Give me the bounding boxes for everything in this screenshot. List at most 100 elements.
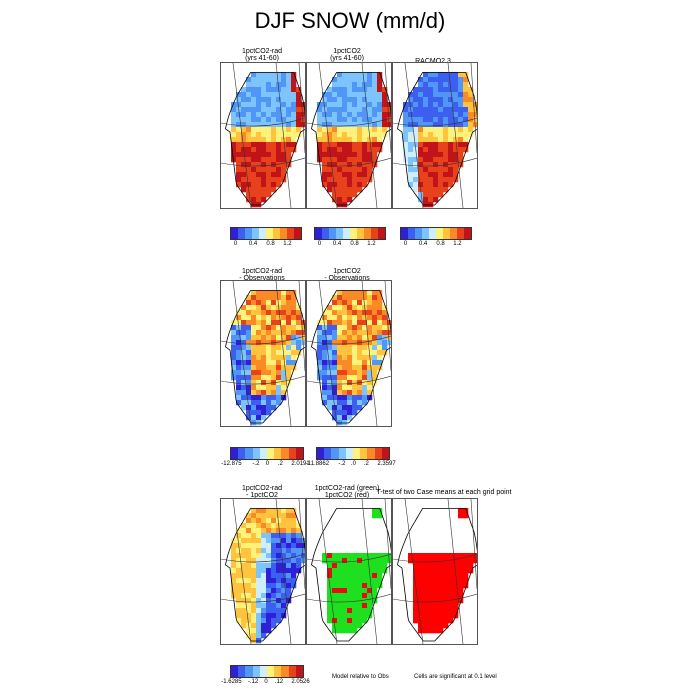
- grid-cell: [246, 365, 252, 371]
- grid-cell: [241, 122, 247, 128]
- grid-cell: [246, 355, 252, 361]
- grid-cell: [271, 305, 277, 311]
- grid-cell: [256, 295, 262, 301]
- grid-cell: [342, 127, 348, 133]
- grid-cell: [413, 553, 419, 559]
- grid-cell: [433, 127, 439, 133]
- grid-cell: [453, 117, 459, 123]
- grid-cell: [418, 598, 424, 604]
- grid-cell: [367, 300, 373, 306]
- grid-cell: [357, 350, 363, 356]
- grid-cell: [428, 132, 434, 138]
- grid-cell: [286, 345, 292, 351]
- grid-cell: [362, 320, 368, 326]
- grid-cell: [281, 295, 287, 301]
- grid-cell: [291, 548, 297, 554]
- grid-cell: [423, 187, 429, 193]
- grid-cell: [327, 315, 333, 321]
- grid-cell: [276, 390, 282, 396]
- grid-cell: [286, 107, 292, 113]
- grid-cell: [382, 558, 388, 564]
- grid-cell: [256, 558, 262, 564]
- grid-cell: [271, 177, 277, 183]
- grid-cell: [342, 107, 348, 113]
- grid-cell: [271, 578, 277, 584]
- grid-cell: [352, 97, 358, 103]
- grid-cell: [403, 127, 409, 133]
- grid-cell: [377, 142, 383, 148]
- grid-cell: [352, 365, 358, 371]
- grid-cell: [367, 345, 373, 351]
- grid-cell: [418, 127, 424, 133]
- graticule-line: [470, 63, 477, 154]
- grid-cell: [438, 553, 444, 559]
- grid-cell: [276, 573, 282, 579]
- grid-cell: [251, 162, 257, 168]
- grid-cell: [418, 563, 424, 569]
- grid-cell: [261, 360, 267, 366]
- grid-cell: [296, 528, 302, 534]
- grid-cell: [261, 603, 267, 609]
- colorbar-swatch: [274, 448, 282, 459]
- grid-cell: [251, 167, 257, 173]
- grid-cell: [453, 167, 459, 173]
- grid-cell: [337, 117, 343, 123]
- grid-cell: [251, 623, 257, 629]
- grid-cell: [251, 400, 257, 406]
- grid-cell: [317, 350, 323, 356]
- grid-cell: [251, 415, 257, 421]
- grid-cell: [281, 563, 287, 569]
- grid-cell: [357, 310, 363, 316]
- grid-cell: [423, 82, 429, 88]
- grid-cell: [327, 117, 333, 123]
- grid-cell: [246, 563, 252, 569]
- grid-cell: [286, 147, 292, 153]
- graticule-line: [232, 63, 252, 208]
- grid-cell: [246, 578, 252, 584]
- grid-cell: [332, 345, 338, 351]
- grid-cell: [337, 157, 343, 163]
- grid-cell: [246, 325, 252, 331]
- grid-cell: [276, 117, 282, 123]
- grid-cell: [241, 152, 247, 158]
- grid-cell: [413, 608, 419, 614]
- grid-cell: [236, 310, 242, 316]
- grid-cell: [236, 385, 242, 391]
- grid-cell: [382, 563, 388, 569]
- grid-cell: [266, 350, 272, 356]
- grid-cell: [256, 508, 262, 514]
- grid-cell: [347, 553, 353, 559]
- grid-cell: [286, 513, 292, 519]
- grid-cell: [342, 162, 348, 168]
- grid-cell: [266, 152, 272, 158]
- grid-cell: [352, 137, 358, 143]
- grid-cell: [246, 305, 252, 311]
- colorbar-swatch: [343, 228, 350, 239]
- grid-cell: [332, 375, 338, 381]
- grid-cell: [271, 385, 277, 391]
- grid-cell: [367, 87, 373, 93]
- colorbar-swatch: [338, 448, 346, 459]
- grid-cell: [251, 518, 257, 524]
- grid-cell: [448, 82, 454, 88]
- grid-cell: [423, 142, 429, 148]
- grid-cell: [291, 528, 297, 534]
- grid-cell: [413, 127, 419, 133]
- grid-cell: [463, 112, 469, 118]
- grid-cell: [352, 563, 358, 569]
- grid-cell: [347, 613, 353, 619]
- grid-cell: [246, 122, 252, 128]
- grid-cell: [362, 578, 368, 584]
- grid-cell: [377, 132, 383, 138]
- grid-cell: [271, 330, 277, 336]
- grid-cell: [433, 157, 439, 163]
- grid-cell: [241, 112, 247, 118]
- grid-cell: [251, 157, 257, 163]
- grid-cell: [367, 162, 373, 168]
- grid-cell: [241, 593, 247, 599]
- grid-cell: [448, 598, 454, 604]
- grid-cell: [337, 77, 343, 83]
- grid-cell: [337, 127, 343, 133]
- grid-cell: [286, 127, 292, 133]
- colorbar-swatch: [238, 228, 245, 239]
